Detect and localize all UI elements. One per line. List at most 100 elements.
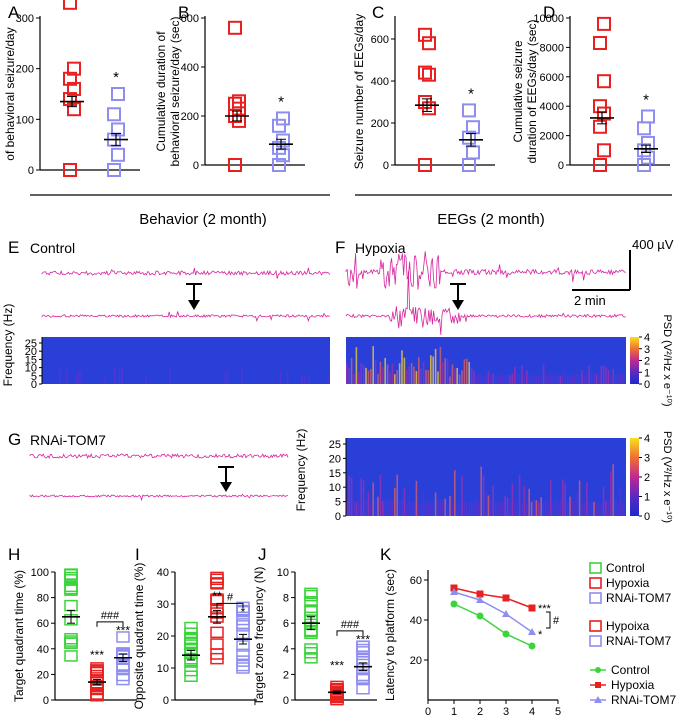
animal-point [210, 648, 224, 660]
heatmap-band [434, 348, 437, 384]
heatmap-band [398, 363, 401, 384]
heatmap-band [346, 501, 348, 516]
data-point [450, 588, 458, 595]
control-point [232, 94, 246, 109]
panel-letter: I [135, 545, 140, 564]
heatmap-band [350, 477, 353, 516]
x-tick-label: 5 [555, 706, 561, 718]
condition-label: Hypoxia [355, 240, 406, 256]
heatmap-band [569, 496, 571, 516]
x-tick-label: 2 [477, 706, 483, 718]
heatmap-band [564, 373, 566, 384]
heatmap-band [439, 346, 442, 384]
legend-swatch [589, 620, 602, 632]
heatmap-band [418, 357, 420, 384]
heatmap-band [605, 367, 607, 384]
freq-tick-label: 0 [31, 379, 37, 391]
animal-point [64, 599, 78, 612]
psd-colorbar [630, 438, 639, 516]
heatmap-band [437, 371, 439, 384]
heatmap-band [571, 500, 574, 516]
heatmap-band [610, 376, 612, 384]
animal-point [64, 632, 78, 645]
y-tick-label: 60 [37, 618, 49, 630]
y-tick-label: 600 [181, 13, 199, 25]
panel-letter: E [8, 238, 19, 257]
freq-tick-label: 15 [25, 354, 37, 366]
rnai-point [111, 87, 125, 101]
rnai-point [107, 107, 121, 122]
heatmap-band [494, 501, 497, 516]
control-point [593, 158, 607, 172]
control-point [228, 158, 242, 172]
panel-letter: F [335, 238, 345, 257]
heatmap-band [398, 499, 401, 516]
animal-point [116, 669, 130, 682]
heatmap-band [427, 501, 430, 516]
animal-point [236, 620, 250, 632]
heatmap-band [598, 502, 600, 516]
heatmap-band [530, 501, 533, 516]
series-line [453, 587, 533, 609]
heatmap-band [590, 501, 593, 516]
control-point [67, 102, 81, 117]
heatmap-band [358, 372, 360, 384]
heatmap-band [612, 464, 614, 516]
dot-panels: A 0 100 200 300 Numberof behavioral seizure/d… [0, 0, 670, 177]
heatmap-band [410, 502, 413, 516]
series-control [450, 600, 536, 650]
psd-tick-label: 4 [644, 332, 650, 344]
y-tick-label: 80 [37, 593, 49, 605]
animal-point [184, 621, 198, 634]
eeg-trace-filtered [41, 311, 331, 323]
heatmap-band [595, 374, 598, 384]
rnai-point [466, 145, 480, 160]
heatmap-band [80, 370, 82, 384]
heatmap-band [521, 364, 523, 384]
animal-point [304, 605, 318, 617]
heatmap-band [434, 492, 437, 516]
heatmap-band [523, 375, 526, 384]
heatmap-band [365, 500, 367, 516]
y-tick-label: 30 [157, 599, 169, 611]
control-point [418, 27, 432, 42]
heatmap-band [514, 366, 516, 384]
heatmap-band [279, 369, 282, 384]
heatmap-band [576, 492, 578, 516]
heatmap-band [607, 502, 610, 516]
significance-mark: * [113, 69, 119, 86]
legend-swatch [589, 635, 602, 647]
heatmap-band [552, 375, 554, 384]
heatmap-band [518, 373, 521, 384]
rnai-point [637, 143, 651, 158]
psd-tick-label: 3 [644, 453, 650, 465]
heatmap-band [425, 370, 427, 384]
heatmap-band [437, 500, 439, 516]
heatmap-band [614, 375, 617, 384]
heatmap-band [504, 495, 506, 516]
legend-marker [595, 667, 601, 673]
heatmap-band [499, 502, 502, 516]
heatmap-band [104, 374, 106, 384]
heatmap-band [593, 372, 595, 384]
heatmap-band [494, 376, 497, 384]
freq-label: Frequency (Hz) [1, 304, 15, 387]
heatmap-band [118, 368, 121, 384]
heatmap-band [408, 366, 410, 384]
heatmap-band [406, 369, 408, 384]
control-point [418, 65, 432, 80]
control-point [63, 71, 77, 86]
heatmap-band [617, 503, 619, 516]
arrow-icon [452, 300, 464, 310]
heatmap-band [456, 367, 458, 384]
rnai-point [111, 147, 125, 162]
legend-marker [595, 682, 601, 688]
heatmap-band [413, 366, 415, 384]
heatmap-band [598, 373, 600, 384]
heatmap-band [444, 358, 446, 384]
heatmap-band [610, 471, 612, 516]
y-tick-label: 400 [371, 76, 389, 88]
